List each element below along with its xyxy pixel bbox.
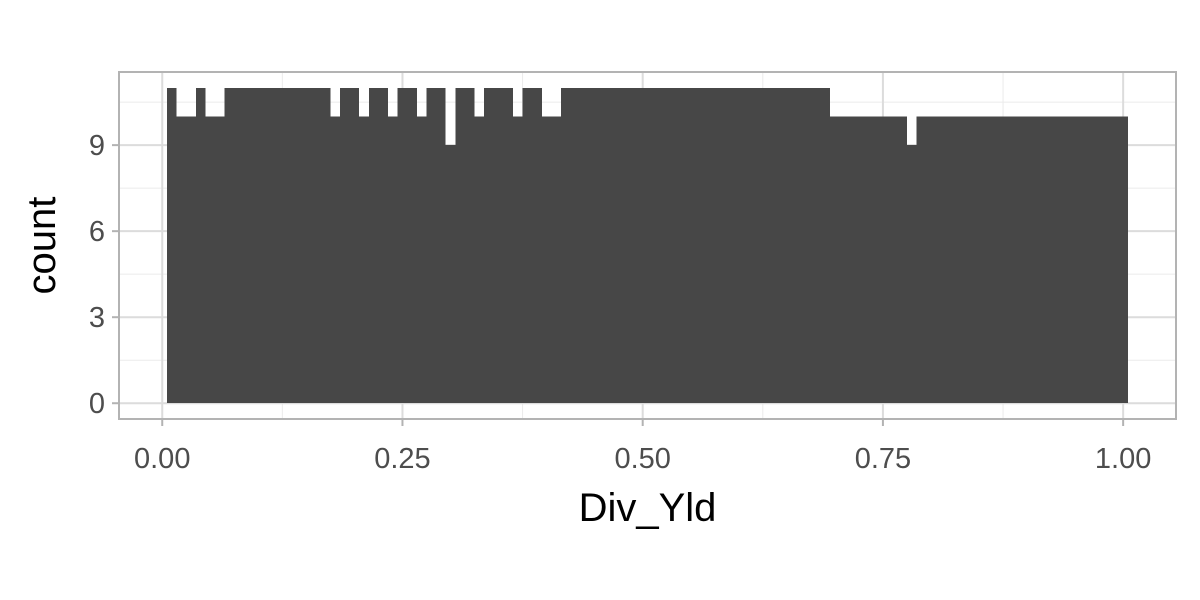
histogram-bar bbox=[205, 116, 225, 404]
panel-border bbox=[118, 71, 1177, 420]
histogram-bar bbox=[330, 116, 341, 404]
histogram-bar bbox=[830, 116, 907, 404]
y-tick-label: 6 bbox=[89, 216, 105, 248]
y-tick-label: 3 bbox=[89, 302, 105, 334]
x-tick-label: 0.00 bbox=[134, 443, 190, 475]
y-axis-ticks: 0 3 6 9 bbox=[89, 130, 119, 420]
histogram-bar bbox=[359, 116, 369, 404]
histogram-bar bbox=[916, 116, 1128, 404]
histogram-bar bbox=[512, 116, 523, 404]
histogram-bar bbox=[426, 87, 446, 404]
x-axis-title: Div_Yld bbox=[579, 486, 717, 530]
histogram-bar bbox=[195, 87, 206, 404]
x-tick-label: 1.00 bbox=[1095, 443, 1151, 475]
x-tick-label: 0.50 bbox=[614, 443, 670, 475]
histogram-bar bbox=[224, 87, 331, 404]
histogram-bar bbox=[445, 145, 456, 404]
x-axis-ticks: 0.00 0.25 0.50 0.75 1.00 bbox=[134, 419, 1151, 475]
histogram-bar bbox=[561, 87, 831, 404]
y-tick-label: 9 bbox=[89, 130, 105, 162]
y-tick-label: 0 bbox=[89, 388, 105, 420]
x-tick-label: 0.75 bbox=[855, 443, 911, 475]
histogram-bar bbox=[388, 116, 398, 404]
histogram-bars bbox=[167, 87, 1128, 404]
x-tick-label: 0.25 bbox=[374, 443, 430, 475]
histogram-bar bbox=[368, 87, 389, 404]
histogram-bar bbox=[176, 116, 196, 404]
histogram-bar bbox=[340, 87, 360, 404]
histogram-bar bbox=[484, 87, 513, 404]
histogram-bar bbox=[416, 116, 427, 404]
histogram-bar bbox=[167, 87, 177, 404]
histogram-bar bbox=[474, 116, 485, 404]
y-axis-title: count bbox=[20, 197, 64, 295]
histogram-bar bbox=[906, 145, 917, 404]
histogram-bar bbox=[522, 87, 542, 404]
histogram-bar bbox=[397, 87, 417, 404]
histogram-bar bbox=[541, 116, 562, 404]
histogram-bar bbox=[455, 87, 475, 404]
